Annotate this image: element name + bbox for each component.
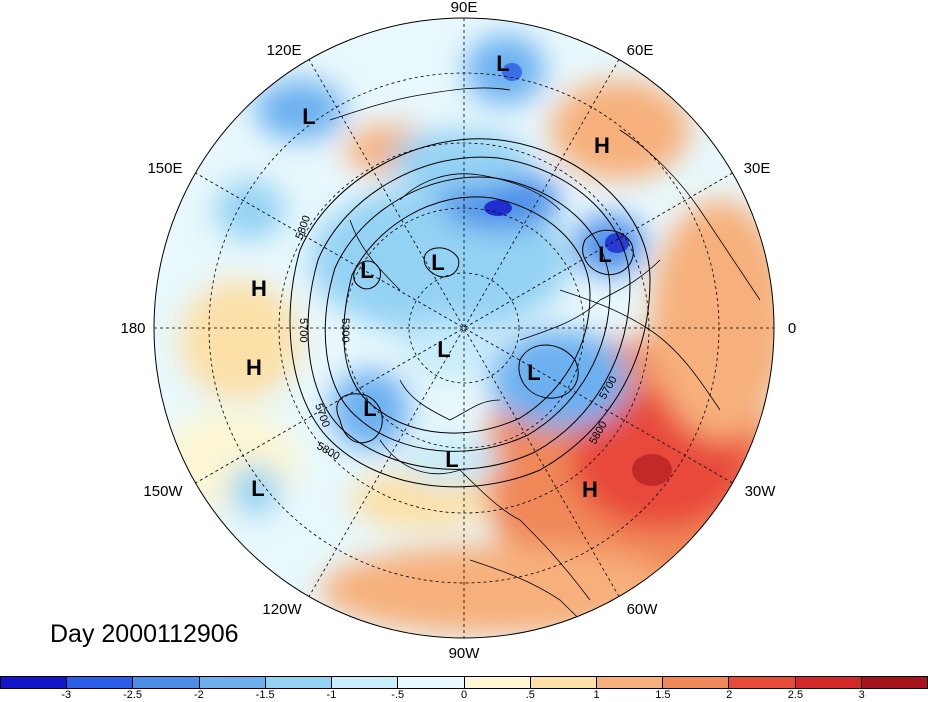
lon-label-120e: 120E — [266, 42, 301, 59]
pressure-centers: L L L L L L L L L L H H H H — [246, 51, 612, 502]
low-center-label: L — [437, 337, 450, 362]
contour-labels: 5800 5700 5300 5700 5800 5700 5800 — [294, 214, 620, 463]
colorbar-tick-label: 2 — [726, 689, 733, 701]
colorbar-swatch — [530, 677, 597, 688]
colorbar-tick-label: 1 — [593, 689, 600, 701]
colorbar-tick-label: .5 — [525, 689, 535, 701]
colorbar-swatch — [663, 677, 730, 688]
contour-label: 5700 — [297, 318, 309, 342]
colorbar-swatch — [795, 677, 862, 688]
low-center-label: L — [360, 258, 373, 283]
lon-label-180: 180 — [120, 320, 145, 337]
high-center-label: H — [251, 276, 267, 301]
lon-label-90w: 90W — [449, 645, 481, 662]
colorbar-labels: -3 -2.5 -2 -1.5 -1 -.5 0 .5 1 1.5 2 2.5 3 — [0, 689, 928, 702]
low-center-label: L — [496, 51, 509, 76]
colorbar-swatch — [464, 677, 531, 688]
colorbar-tick-label: 0 — [460, 689, 468, 701]
colorbar-swatch — [133, 677, 200, 688]
colorbar-tick-label: 2.5 — [787, 689, 804, 701]
colorbar-swatch — [398, 677, 465, 688]
colorbar-swatch — [67, 677, 134, 688]
colorbar-swatch — [199, 677, 266, 688]
colorbar-tick-label: -2.5 — [123, 689, 143, 701]
anomaly-field — [154, 18, 774, 638]
colorbar-tick-label: 1.5 — [655, 689, 671, 701]
colorbar-swatch — [861, 677, 928, 688]
colorbar-tick-label: 3 — [858, 689, 865, 701]
colorbar-swatch — [332, 677, 399, 688]
longitude-labels: 90E 60E 30E 0 30W 60W 90W 120W 150W 180 … — [120, 0, 796, 662]
low-center-label: L — [302, 104, 315, 129]
colorbar-swatch — [1, 677, 68, 688]
low-center-label: L — [363, 396, 376, 421]
map-boundary — [153, 17, 775, 639]
graticule — [154, 18, 774, 638]
lon-label-0: 0 — [788, 320, 796, 337]
coastlines — [329, 87, 761, 638]
height-contours — [289, 138, 651, 488]
colorbar-tick-label: -2 — [193, 689, 204, 701]
lon-label-90e: 90E — [451, 0, 478, 16]
high-center-label: H — [246, 355, 262, 380]
lon-label-60w: 60W — [627, 601, 659, 618]
high-center-label: H — [582, 477, 598, 502]
low-center-label: L — [598, 242, 611, 267]
colorbar: -3 -2.5 -2 -1.5 -1 -.5 0 .5 1 1.5 2 2.5 3 — [0, 676, 928, 702]
lon-label-30e: 30E — [744, 160, 771, 177]
lon-label-120w: 120W — [262, 601, 302, 618]
colorbar-swatch — [265, 677, 333, 688]
low-center-label: L — [431, 250, 444, 275]
colorbar-boxes — [0, 676, 928, 689]
polar-map: 90E 60E 30E 0 30W 60W 90W 120W 150W 180 … — [120, 0, 796, 662]
lon-label-30w: 30W — [745, 483, 777, 500]
day-label: Day 2000112906 — [50, 620, 239, 648]
colorbar-tick-label: -1 — [326, 689, 337, 701]
colorbar-tick-label: -.5 — [391, 689, 405, 701]
low-center-label: L — [527, 360, 540, 385]
lon-label-150w: 150W — [143, 483, 183, 500]
colorbar-swatch — [729, 677, 796, 688]
colorbar-tick-label: -1.5 — [255, 689, 275, 701]
high-center-label: H — [594, 133, 610, 158]
low-center-label: L — [251, 476, 264, 501]
lon-label-60e: 60E — [627, 42, 654, 59]
low-center-label: L — [445, 447, 458, 472]
colorbar-tick-label: -3 — [61, 689, 72, 701]
lon-label-150e: 150E — [147, 160, 182, 177]
contour-label: 5300 — [339, 318, 351, 342]
colorbar-swatch — [596, 677, 664, 688]
